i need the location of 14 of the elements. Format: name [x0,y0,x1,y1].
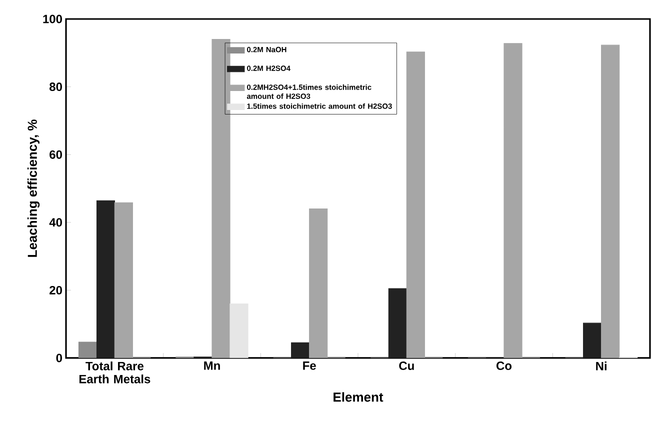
x-tick-label: Cu [399,362,414,370]
y-tick-label: 0 [56,354,62,362]
x-tick-label: Mn [204,362,220,370]
x-axis-title: Element [334,392,384,402]
y-tick-label: 40 [49,218,62,227]
y-axis-title: Leaching efficiency, % [27,120,40,257]
x-tick-label: Total Rare Earth Metals [79,362,150,384]
y-tick-label: 100 [43,14,62,24]
y-tick-label: 60 [50,150,62,159]
x-tick-label: Ni [596,362,606,370]
x-tick-label: Co [496,362,512,370]
y-tick-label: 80 [50,82,62,92]
x-tick-label: Fe [303,362,316,370]
y-tick-label: 20 [50,286,62,294]
